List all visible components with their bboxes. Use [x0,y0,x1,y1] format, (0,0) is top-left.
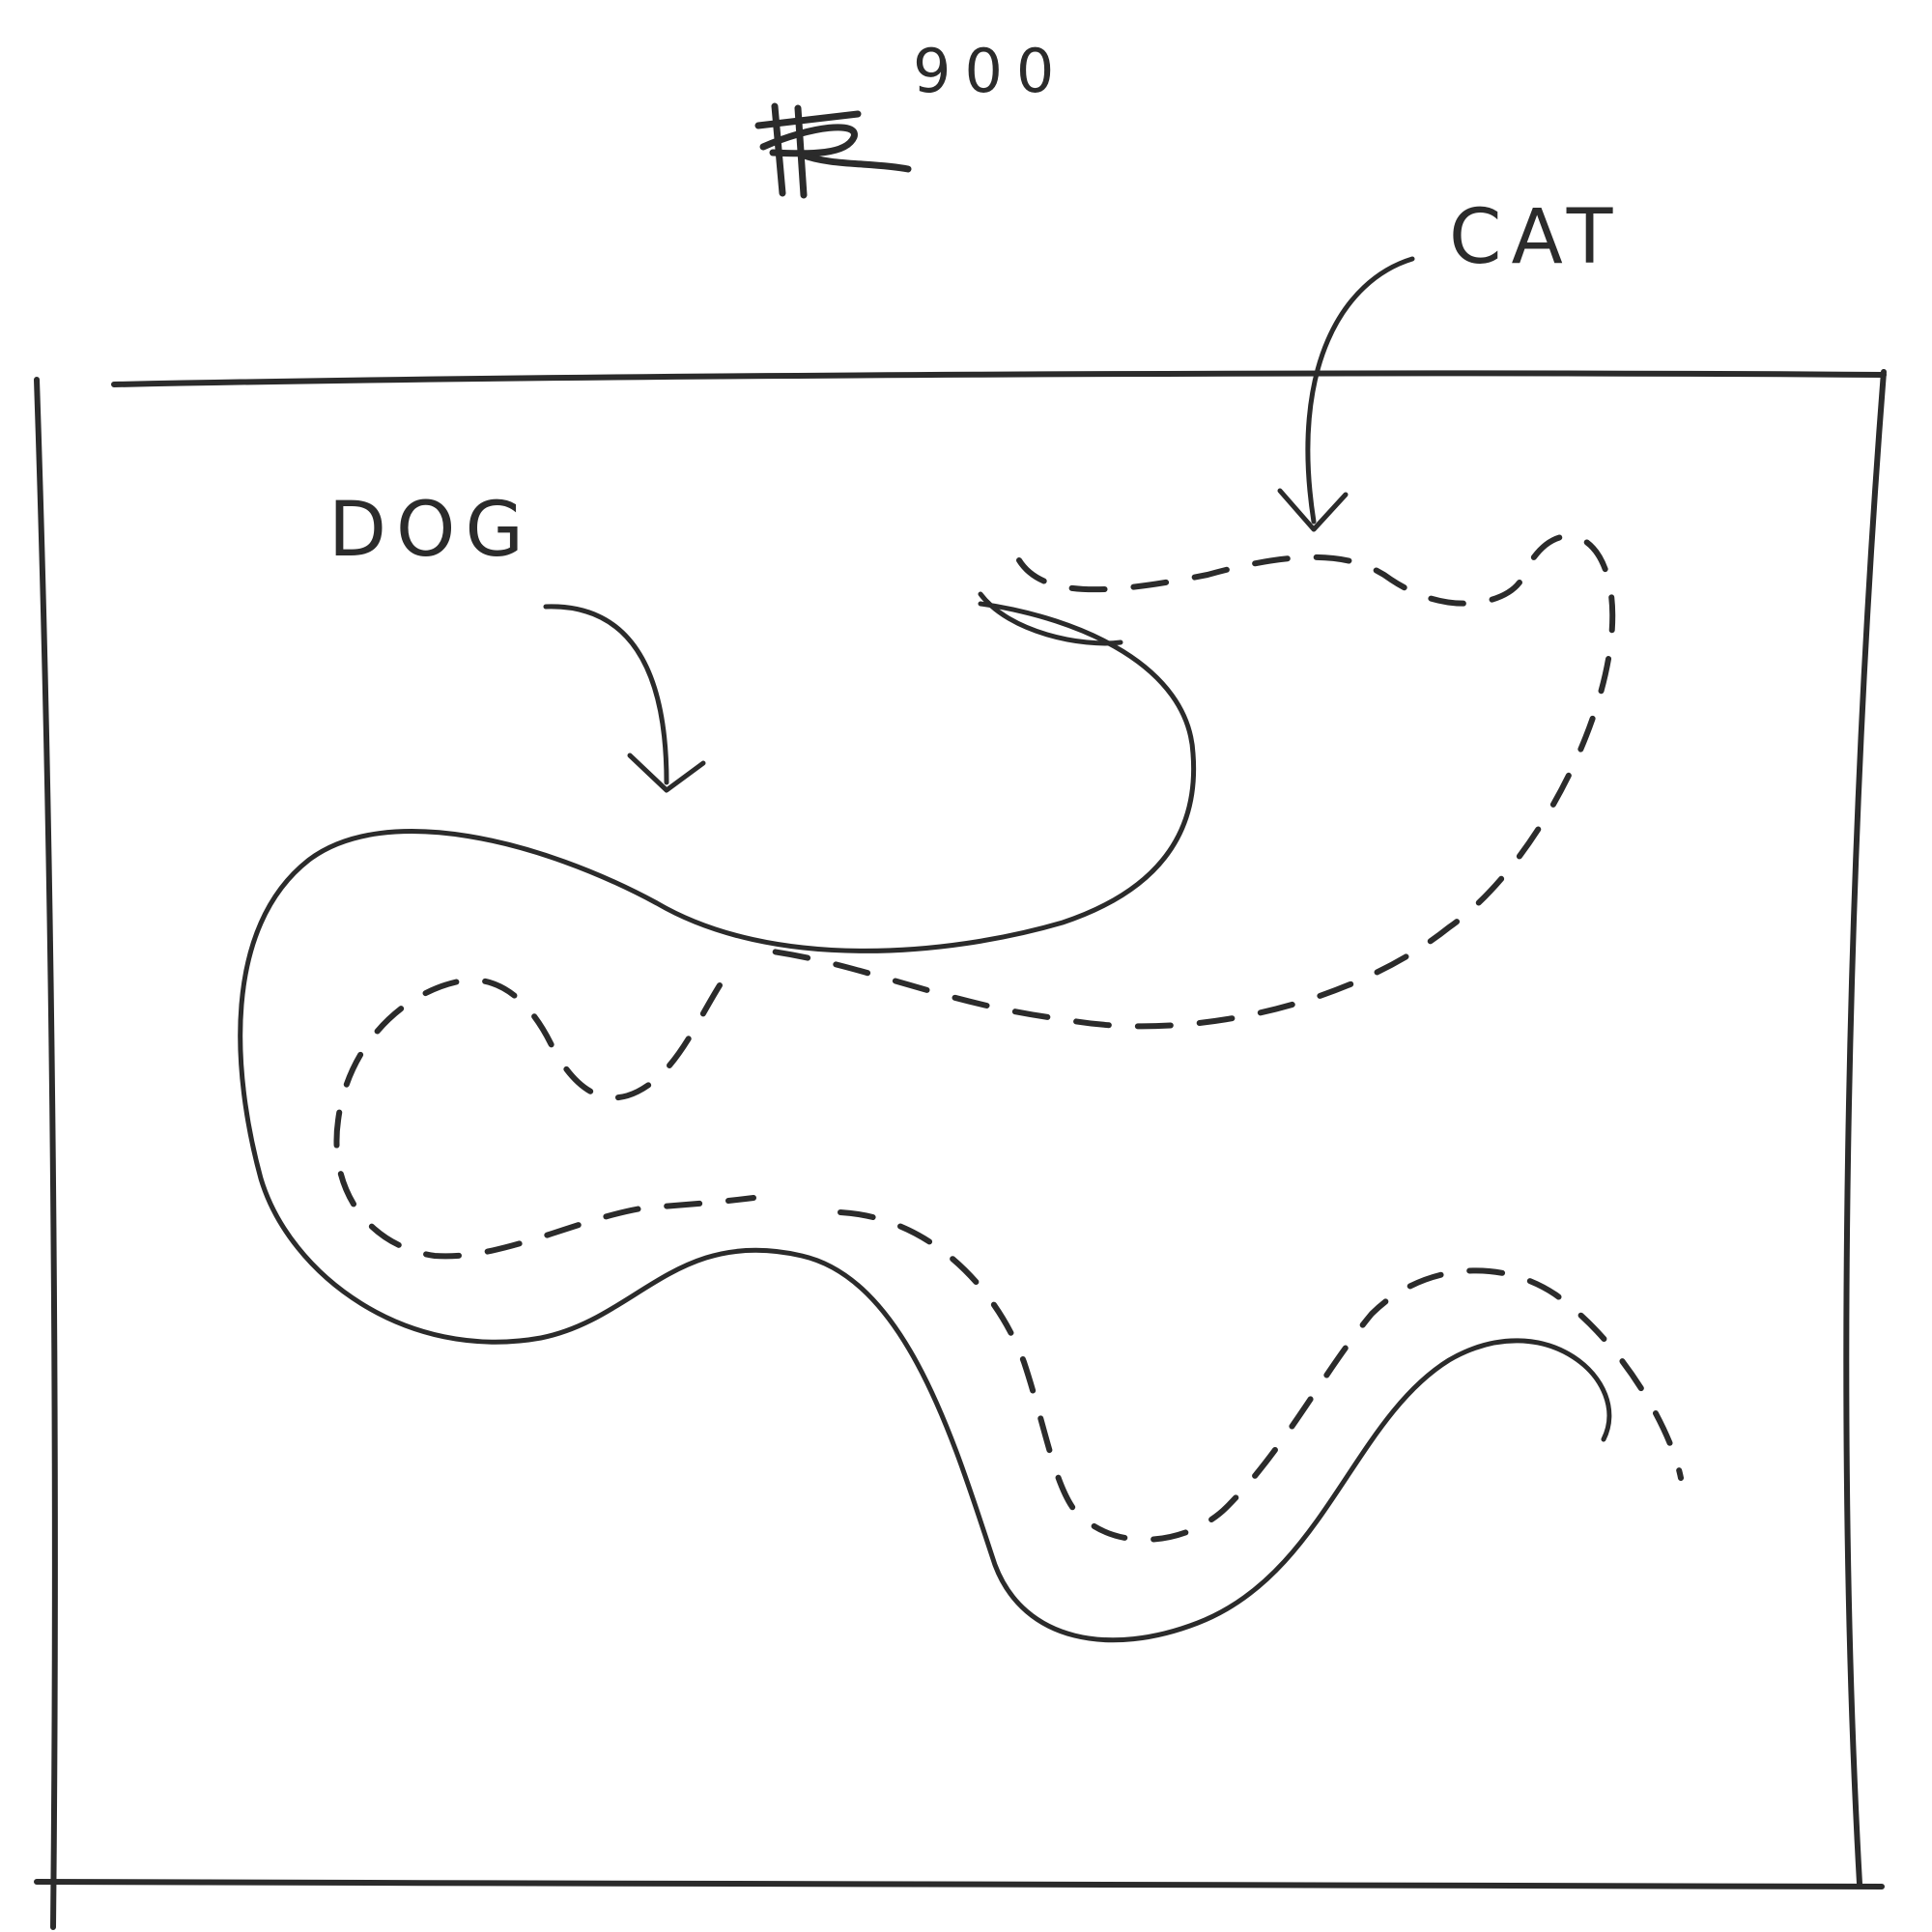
dashed-path-upper [770,533,1616,1030]
cat-arrow-icon [1277,256,1415,532]
frame-bottom-edge [34,1879,1885,1889]
frame-right-edge [1843,369,1887,1887]
dog-label: DOG [328,487,533,574]
dog-solid-curve [238,601,1612,1643]
dashed-path-loop [333,977,756,1260]
cat-solid-curve [978,591,1123,646]
frame-top-edge [111,370,1887,387]
dashed-path-lower [838,1209,1684,1543]
frame [34,369,1887,1930]
figure-designation: 900 [754,36,1067,199]
cat-label: CAT [1449,194,1622,281]
frame-left-edge [34,377,58,1930]
figure-number-superscript: 900 [913,36,1067,106]
dog-arrow-icon [543,604,706,793]
figure-monogram-icon [754,102,912,199]
